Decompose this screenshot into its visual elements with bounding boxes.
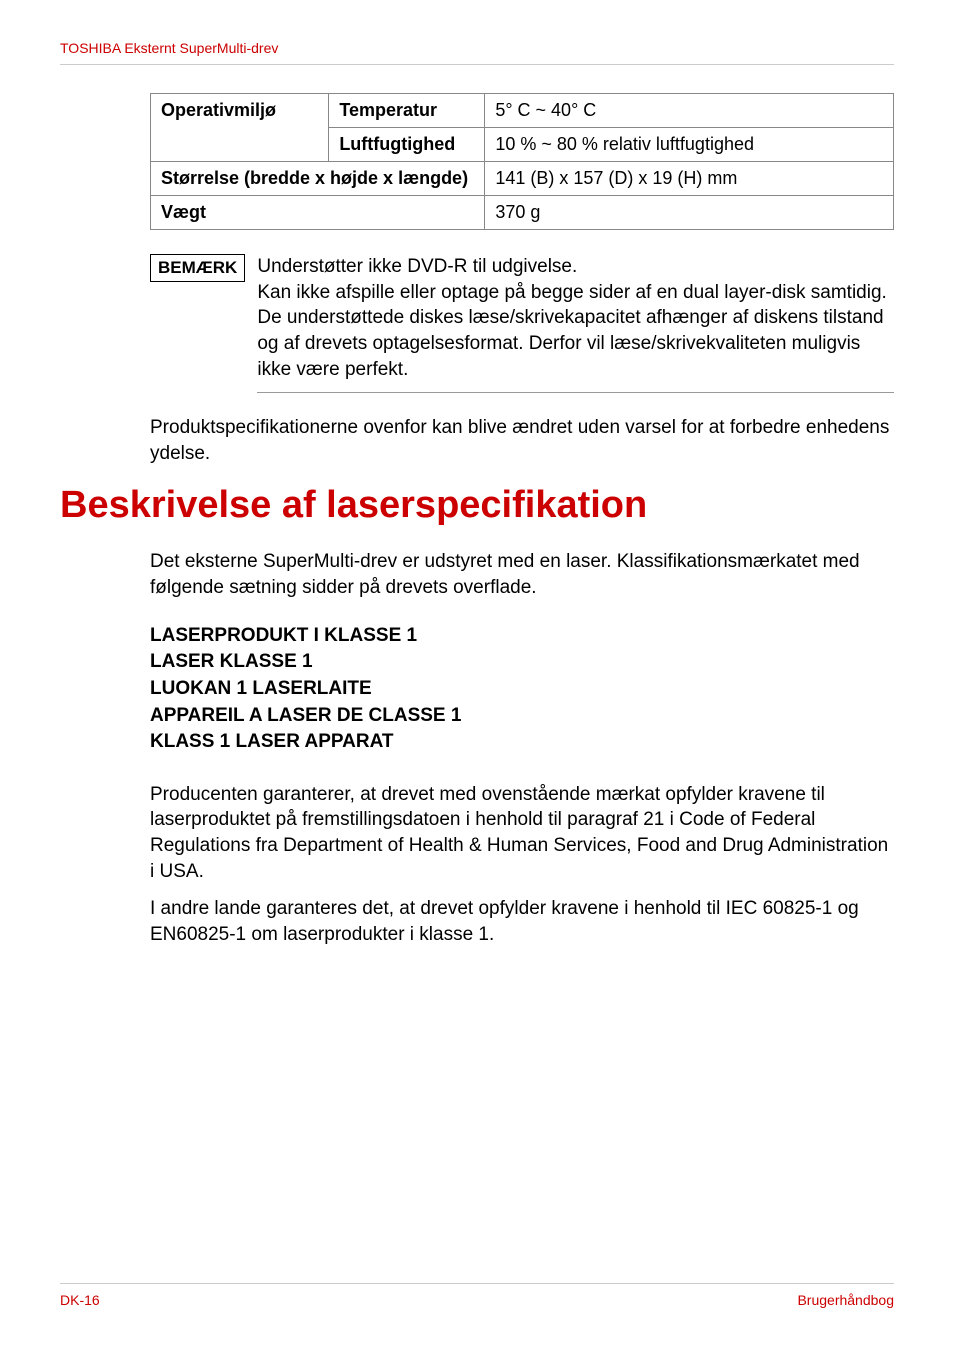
paragraph-1: Produktspecifikationerne ovenfor kan bli… [150,415,894,466]
spec-table: Operativmiljø Temperatur 5° C ~ 40° C Lu… [150,93,894,230]
cell-temperatur-value: 5° C ~ 40° C [485,94,894,128]
note-line2: Kan ikke afspille eller optage på begge … [257,282,886,303]
cell-storrelse-value: 141 (B) x 157 (D) x 19 (H) mm [485,162,894,196]
cell-vaegt-label: Vægt [151,196,485,230]
page-header: TOSHIBA Eksternt SuperMulti-drev [60,40,894,65]
footer-page-number: DK-16 [60,1292,100,1308]
note-line3: De understøttede diskes læse/skrivekapac… [257,307,883,379]
cell-luftfugtighed-label: Luftfugtighed [329,128,485,162]
laser-line5: KLASS 1 LASER APPARAT [150,729,894,756]
note-text: Understøtter ikke DVD-R til udgivelse. K… [257,254,894,393]
section-heading: Beskrivelse af laserspecifikation [60,484,894,527]
laser-line1: LASERPRODUKT I KLASSE 1 [150,623,894,650]
cell-vaegt-value: 370 g [485,196,894,230]
paragraph-4: I andre lande garanteres det, at drevet … [150,896,894,947]
footer-doc-title: Brugerhåndbog [797,1292,894,1308]
cell-luftfugtighed-value: 10 % ~ 80 % relativ luftfugtighed [485,128,894,162]
paragraph-2: Det eksterne SuperMulti-drev er udstyret… [150,549,894,600]
cell-temperatur-label: Temperatur [329,94,485,128]
page-footer: DK-16 Brugerhåndbog [60,1283,894,1308]
laser-line2: LASER KLASSE 1 [150,649,894,676]
paragraph-3: Producenten garanterer, at drevet med ov… [150,782,894,885]
cell-operativmiljo: Operativmiljø [151,94,329,162]
laser-line4: APPAREIL A LASER DE CLASSE 1 [150,703,894,730]
laser-line3: LUOKAN 1 LASERLAITE [150,676,894,703]
cell-storrelse-label: Størrelse (bredde x højde x længde) [151,162,485,196]
note-tag: BEMÆRK [150,254,245,282]
laser-label-block: LASERPRODUKT I KLASSE 1 LASER KLASSE 1 L… [150,623,894,756]
note-block: BEMÆRK Understøtter ikke DVD-R til udgiv… [150,254,894,393]
note-line1: Understøtter ikke DVD-R til udgivelse. [257,256,577,277]
